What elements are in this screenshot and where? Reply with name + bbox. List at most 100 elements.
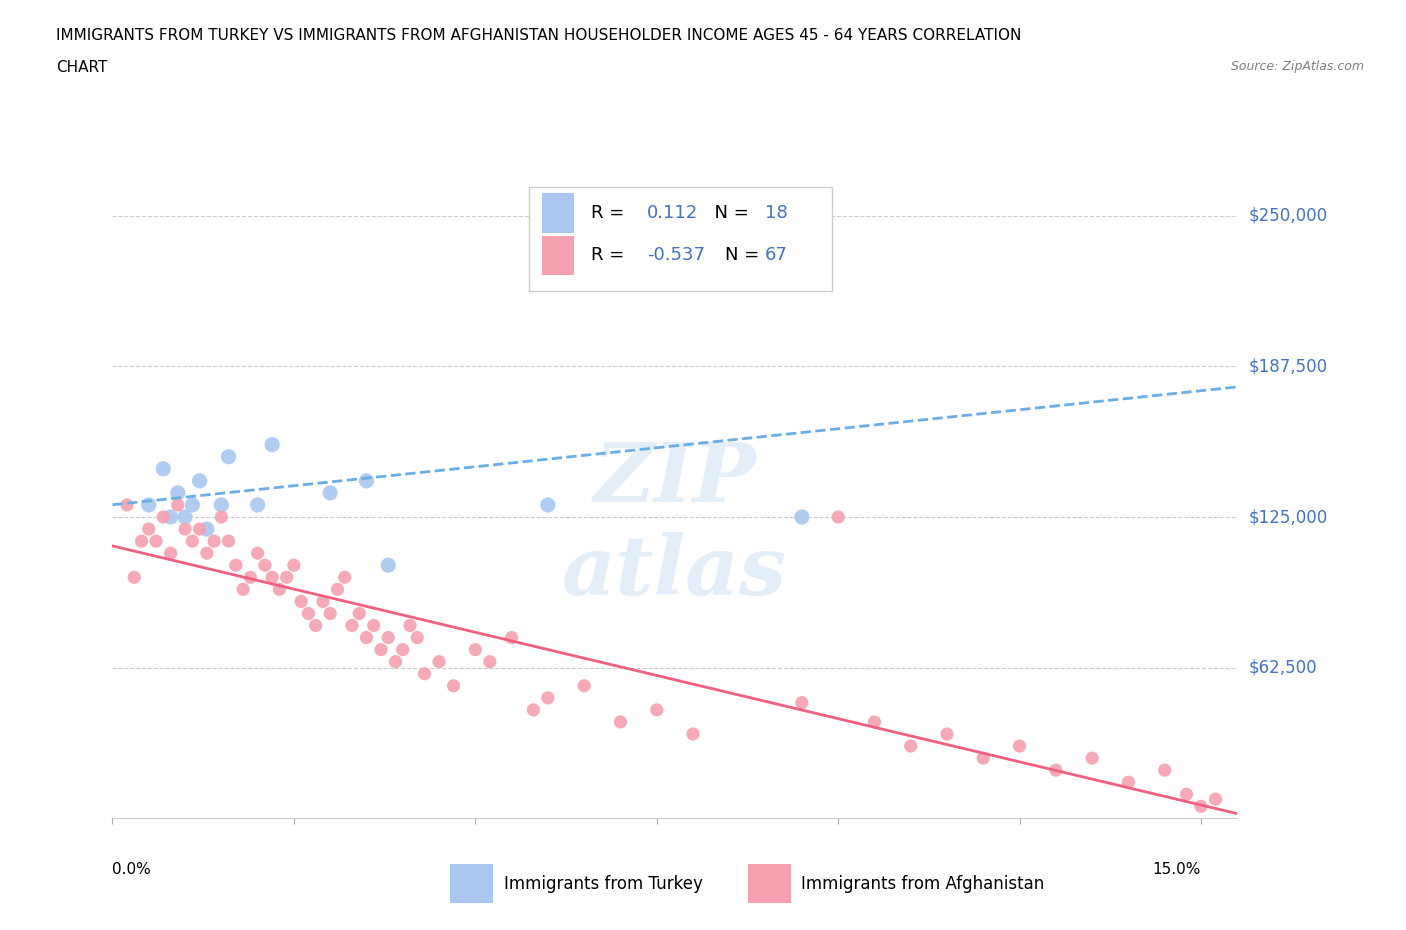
Point	[326, 582, 349, 597]
Text: $187,500: $187,500	[1249, 357, 1327, 376]
Point	[159, 546, 181, 561]
Point	[312, 594, 335, 609]
Point	[370, 643, 392, 658]
FancyBboxPatch shape	[748, 864, 790, 903]
Point	[131, 534, 153, 549]
Text: $62,500: $62,500	[1249, 658, 1317, 677]
Point	[1153, 763, 1175, 777]
Text: 0.112: 0.112	[647, 204, 697, 222]
Point	[166, 498, 188, 512]
Point	[218, 534, 240, 549]
Point	[537, 498, 560, 512]
Point	[363, 618, 385, 633]
Text: R =: R =	[591, 204, 630, 222]
Point	[537, 690, 560, 705]
FancyBboxPatch shape	[543, 193, 574, 232]
Point	[232, 582, 254, 597]
Point	[218, 449, 240, 464]
FancyBboxPatch shape	[543, 236, 574, 275]
Point	[122, 570, 145, 585]
Point	[572, 232, 595, 247]
Point	[319, 485, 342, 500]
Point	[152, 461, 174, 476]
Point	[1081, 751, 1104, 765]
Point	[305, 618, 328, 633]
Point	[478, 654, 501, 669]
Point	[276, 570, 298, 585]
Point	[340, 618, 363, 633]
Point	[522, 702, 544, 717]
Point	[377, 631, 399, 645]
Point	[283, 558, 305, 573]
Point	[1008, 738, 1031, 753]
Point	[159, 510, 181, 525]
Point	[253, 558, 276, 573]
Text: Source: ZipAtlas.com: Source: ZipAtlas.com	[1230, 60, 1364, 73]
Point	[1118, 775, 1140, 790]
Point	[174, 522, 197, 537]
Point	[297, 606, 319, 621]
Text: Immigrants from Afghanistan: Immigrants from Afghanistan	[801, 874, 1045, 893]
Point	[152, 510, 174, 525]
Text: 67: 67	[765, 246, 787, 264]
Point	[145, 534, 167, 549]
Point	[138, 522, 160, 537]
Point	[1175, 787, 1198, 802]
Point	[166, 485, 188, 500]
Text: N =: N =	[725, 246, 765, 264]
Point	[356, 631, 378, 645]
Point	[181, 498, 204, 512]
Point	[413, 666, 436, 681]
Point	[209, 498, 232, 512]
Point	[900, 738, 922, 753]
Point	[188, 473, 211, 488]
FancyBboxPatch shape	[450, 864, 492, 903]
Text: $125,000: $125,000	[1249, 508, 1327, 526]
Text: Immigrants from Turkey: Immigrants from Turkey	[503, 874, 703, 893]
Point	[1205, 791, 1227, 806]
Point	[115, 498, 138, 512]
Point	[209, 510, 232, 525]
Point	[501, 631, 523, 645]
Point	[290, 594, 312, 609]
Text: ZIP
atlas: ZIP atlas	[562, 439, 787, 612]
Point	[464, 643, 486, 658]
Point	[377, 558, 399, 573]
Point	[827, 510, 849, 525]
Point	[863, 714, 886, 729]
Text: N =: N =	[703, 204, 755, 222]
Text: $250,000: $250,000	[1249, 206, 1327, 225]
Point	[972, 751, 994, 765]
Point	[427, 654, 450, 669]
Point	[399, 618, 422, 633]
Point	[195, 522, 218, 537]
Point	[443, 678, 465, 693]
Text: 15.0%: 15.0%	[1153, 862, 1201, 877]
Text: 18: 18	[765, 204, 787, 222]
Text: R =: R =	[591, 246, 630, 264]
Point	[645, 702, 668, 717]
Point	[262, 570, 284, 585]
Point	[181, 534, 204, 549]
Text: 0.0%: 0.0%	[112, 862, 152, 877]
Point	[609, 714, 631, 729]
Point	[269, 582, 291, 597]
Point	[262, 437, 284, 452]
FancyBboxPatch shape	[529, 187, 832, 291]
Point	[572, 678, 595, 693]
Point	[356, 473, 378, 488]
Point	[1189, 799, 1212, 814]
Point	[202, 534, 225, 549]
Text: IMMIGRANTS FROM TURKEY VS IMMIGRANTS FROM AFGHANISTAN HOUSEHOLDER INCOME AGES 45: IMMIGRANTS FROM TURKEY VS IMMIGRANTS FRO…	[56, 28, 1022, 43]
Point	[174, 510, 197, 525]
Point	[790, 510, 813, 525]
Point	[188, 522, 211, 537]
Point	[319, 606, 342, 621]
Point	[406, 631, 429, 645]
Point	[333, 570, 356, 585]
Point	[682, 726, 704, 741]
Point	[384, 654, 406, 669]
Point	[1045, 763, 1067, 777]
Point	[225, 558, 247, 573]
Text: CHART: CHART	[56, 60, 108, 75]
